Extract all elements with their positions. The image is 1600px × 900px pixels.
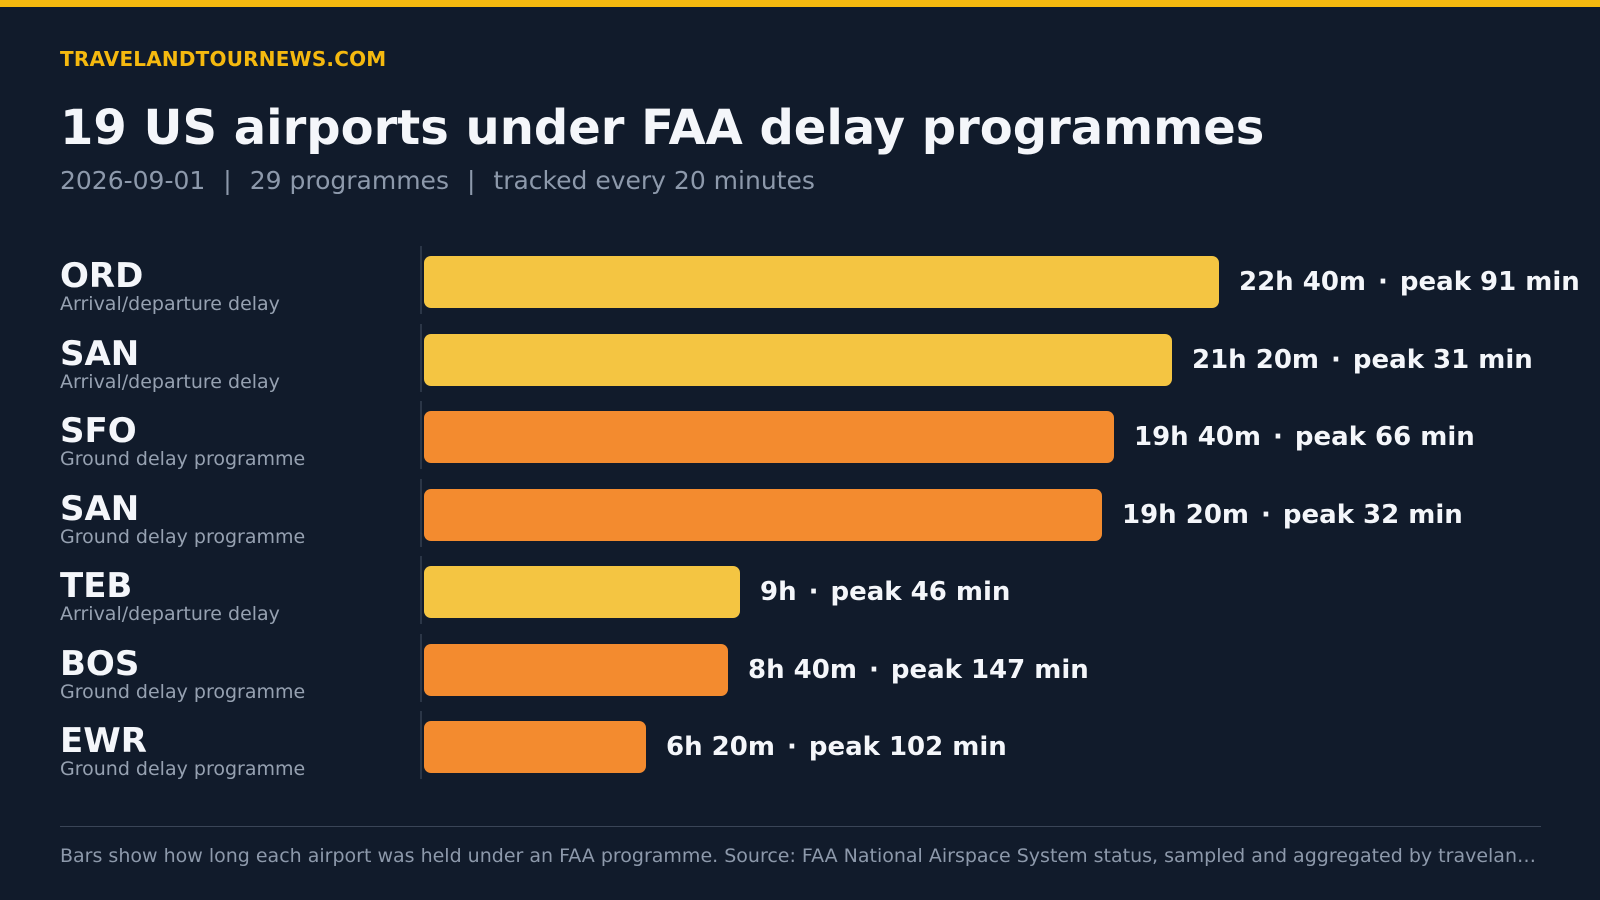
value-separator: · [1378,267,1388,297]
chart-row: SFO Ground delay programme 19h 40m · peak 66… [0,401,1600,480]
bar-value-label: 19h 40m · peak 66 min [1134,423,1475,452]
peak-label: peak 147 min [890,654,1089,685]
subtitle-date: 2026-09-01 [60,166,206,195]
peak-label: peak 46 min [830,577,1011,607]
bar-value-label: 19h 20m · peak 32 min [1122,499,1463,530]
axis-line [420,323,422,392]
bar-value-label: 21h 20m · peak 31 min [1192,344,1533,375]
chart-row: SAN Ground delay programme 19h 20m · peak 32… [0,478,1600,558]
duration-bar [424,721,646,773]
value-separator: · [1331,344,1341,375]
duration-bar [424,566,740,618]
duration-label: 19h 40m [1134,422,1262,452]
axis-line [420,401,422,469]
programme-type-label: Arrival/departure delay [60,370,280,393]
chart-subtitle: 2026-09-01 | 29 programmes | tracked every 2… [60,166,815,195]
chart-row: EWR Ground delay programme 6h 20m · peak 102… [0,711,1600,790]
programme-type-label: Ground delay programme [60,525,306,548]
duration-label: 6h 20m [666,732,775,762]
duration-label: 8h 40m [748,654,857,685]
bar-value-label: 8h 40m · peak 147 min [748,654,1089,685]
subtitle-separator: | [223,166,232,195]
duration-label: 19h 20m [1122,499,1250,530]
value-separator: · [1261,499,1271,530]
axis-line [420,711,422,779]
chart-row: TEB Arrival/departure delay 9h · peak 46 min [0,556,1600,635]
axis-line [420,246,422,314]
subtitle-programmes: 29 programmes [249,166,449,195]
duration-label: 9h [760,577,797,607]
duration-label: 22h 40m [1239,267,1367,297]
chart-row: BOS Ground delay programme 8h 40m · peak 147… [0,633,1600,713]
value-separator: · [868,654,879,685]
duration-bar [424,643,728,696]
axis-line [420,478,422,547]
peak-label: peak 91 min [1399,267,1580,297]
duration-bar [424,411,1114,463]
axis-line [420,633,422,702]
peak-label: peak 66 min [1294,422,1475,452]
chart-row: ORD Arrival/departure delay 22h 40m · peak 9… [0,246,1600,325]
programme-type-label: Ground delay programme [60,448,306,470]
duration-bar [424,333,1172,386]
airport-code-label: EWR [60,721,147,761]
programme-type-label: Ground delay programme [60,680,306,703]
airport-code-label: ORD [60,256,144,296]
axis-line [420,556,422,624]
programme-type-label: Ground delay programme [60,758,306,780]
peak-label: peak 31 min [1352,344,1533,375]
airport-code-label: SAN [60,488,140,529]
bar-value-label: 6h 20m · peak 102 min [666,733,1007,762]
value-separator: · [1273,422,1283,452]
subtitle-separator: | [466,166,476,195]
programme-type-label: Arrival/departure delay [60,603,280,625]
site-brand: TRAVELANDTOURNEWS.COM [60,47,387,71]
airport-code-label: BOS [60,643,140,684]
bar-value-label: 9h · peak 46 min [760,578,1010,607]
top-accent-bar [0,0,1600,7]
value-separator: · [786,732,797,762]
value-separator: · [808,577,819,607]
bar-value-label: 22h 40m · peak 91 min [1239,268,1580,297]
chart-title: 19 US airports under FAA delay programme… [60,100,1265,156]
peak-label: peak 102 min [808,732,1007,762]
footer-note: Bars show how long each airport was held… [60,845,1541,867]
airport-code-label: SAN [60,333,140,374]
duration-bar [424,256,1219,308]
programme-type-label: Arrival/departure delay [60,293,280,315]
duration-bar [424,488,1102,541]
peak-label: peak 32 min [1282,499,1463,530]
duration-label: 21h 20m [1192,344,1320,375]
footer-divider [60,826,1541,827]
chart-row: SAN Arrival/departure delay 21h 20m · peak 3… [0,323,1600,403]
subtitle-tracked: tracked every 20 minutes [493,166,815,195]
airport-code-label: TEB [60,566,133,606]
airport-code-label: SFO [60,411,137,451]
